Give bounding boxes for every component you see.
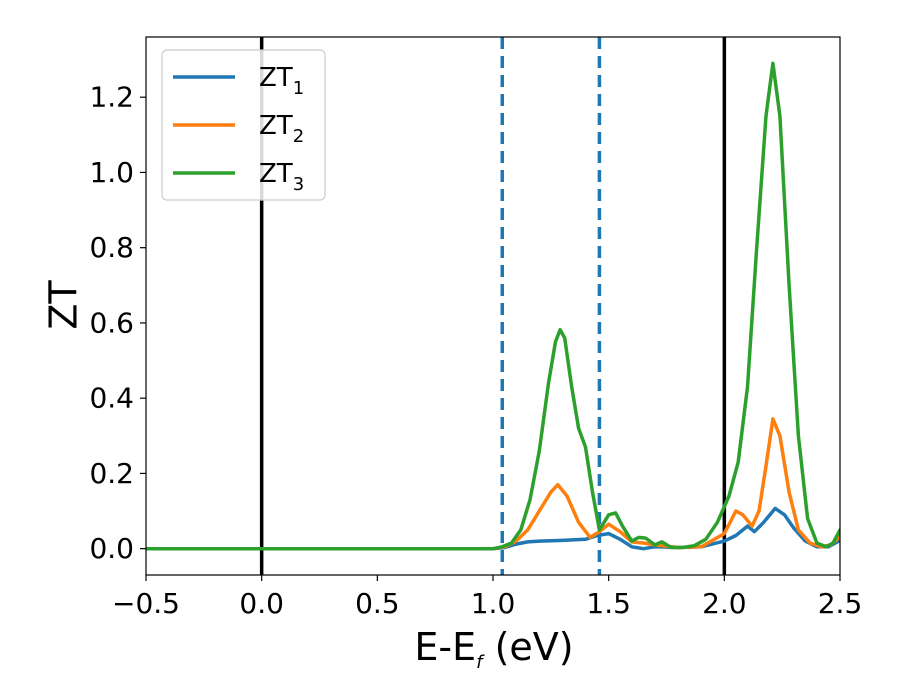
x-axis-title-unit: (eV) <box>482 625 573 669</box>
y-axis-title: ZT <box>42 280 86 330</box>
y-tick-label: 1.0 <box>89 156 134 189</box>
legend-box <box>161 49 326 201</box>
axes: −0.5 0.0 0.5 1.0 1.5 2.0 2.5 0.0 0.2 0.4 0.6 0.8 1.0… <box>89 36 863 620</box>
x-axis-title-subscript: f <box>476 652 485 673</box>
legend-label-zt2: ZT2 <box>259 111 304 147</box>
x-tick-label: −0.5 <box>112 587 180 620</box>
x-axis-title: E-Ef (eV) <box>414 625 573 673</box>
x-axis-title-main: E-E <box>414 625 476 669</box>
x-tick-label: 2.5 <box>818 587 863 620</box>
x-tick-label: 2.0 <box>702 587 747 620</box>
y-tick-label: 0.6 <box>89 306 134 339</box>
y-tick-label: 0.4 <box>89 382 134 415</box>
legend-label-zt1: ZT1 <box>259 63 304 99</box>
x-tick-label: 1.0 <box>471 587 516 620</box>
y-tick-label: 0.2 <box>89 457 134 490</box>
y-tick-label: 0.0 <box>89 532 134 565</box>
y-tick-label: 1.2 <box>89 81 134 114</box>
legend: ZT1 ZT2 ZT3 <box>161 49 326 201</box>
series-line-zt3 <box>146 61 840 551</box>
x-tick-label: 0.5 <box>355 587 400 620</box>
x-tick-label: 1.5 <box>586 587 631 620</box>
legend-label-zt3: ZT3 <box>259 159 304 195</box>
x-tick-label: 0.0 <box>239 587 284 620</box>
y-tick-label: 0.8 <box>89 231 134 264</box>
